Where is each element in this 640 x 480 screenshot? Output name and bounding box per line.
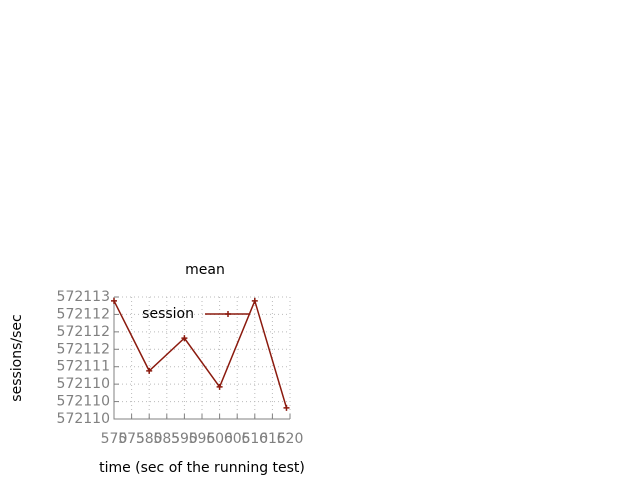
x-tick-label: 600 (206, 431, 233, 447)
y-tick-label: 572112 (57, 306, 110, 322)
x-tick-label: 580 (136, 431, 163, 447)
y-tick-label: 572110 (57, 411, 110, 427)
point-marker (146, 367, 153, 374)
x-tick-label: 610 (241, 431, 268, 447)
x-tick-label: 590 (171, 431, 198, 447)
x-tick-label: 585 (153, 431, 180, 447)
x-tick-label: 575 (118, 431, 145, 447)
x-tick-label: 605 (224, 431, 251, 447)
x-tick-label: 595 (189, 431, 216, 447)
legend-marker (225, 311, 231, 317)
point-marker (283, 404, 290, 411)
point-marker (216, 383, 223, 390)
x-axis-label: time (sec of the running test) (99, 460, 305, 476)
y-tick-label: 572110 (57, 376, 110, 392)
x-tick-label: 615 (259, 431, 286, 447)
plot-frame (113, 297, 290, 420)
chart-title: mean (185, 262, 225, 278)
y-tick-label: 572110 (57, 394, 110, 410)
legend-label: session (142, 306, 194, 322)
point-marker (181, 335, 188, 342)
point-marker (251, 297, 258, 304)
point-marker (111, 297, 117, 304)
y-tick-label: 572112 (57, 341, 110, 357)
x-tick-label: 570 (101, 431, 128, 447)
y-axis-label: sessions/sec (9, 314, 25, 401)
y-tick-label: 572111 (57, 359, 110, 375)
y-tick-label: 572113 (57, 289, 110, 305)
series-line (113, 298, 288, 409)
y-tick-label: 572112 (57, 324, 110, 340)
x-tick-label: 620 (277, 431, 304, 447)
